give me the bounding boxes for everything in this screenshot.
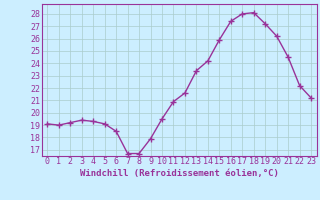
X-axis label: Windchill (Refroidissement éolien,°C): Windchill (Refroidissement éolien,°C)	[80, 169, 279, 178]
